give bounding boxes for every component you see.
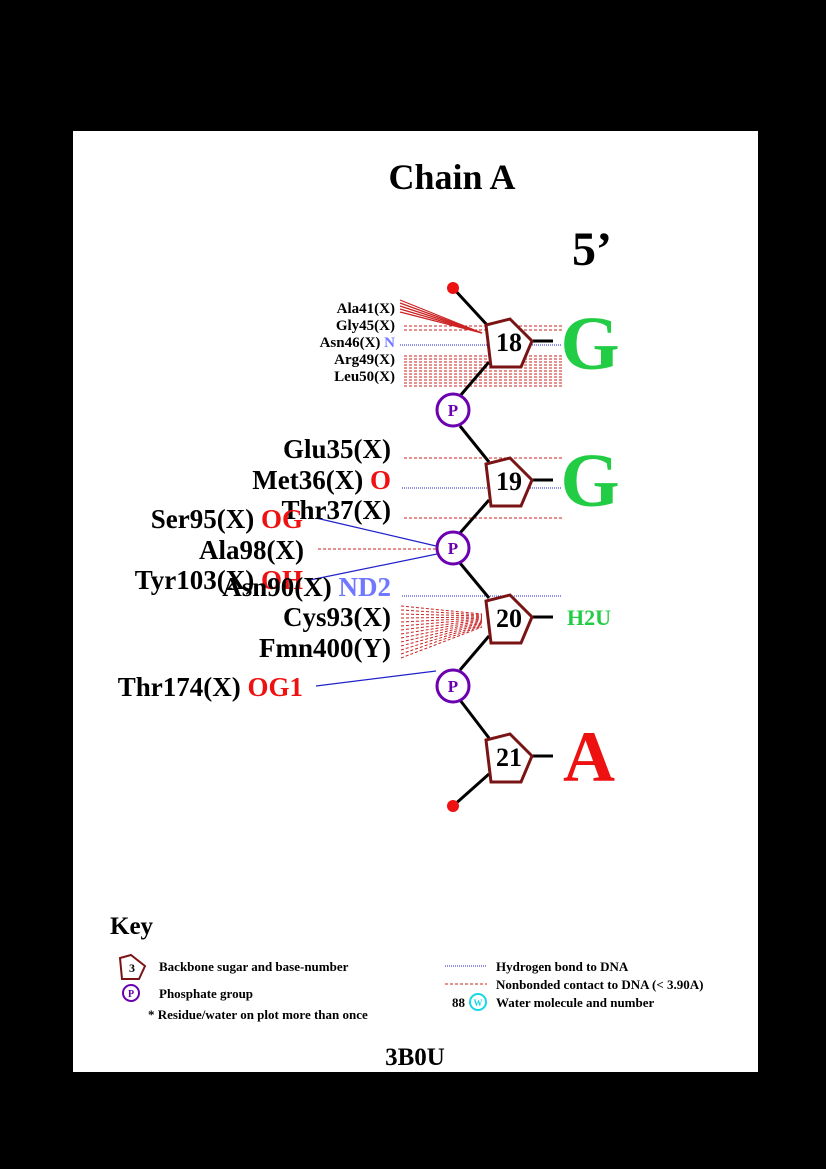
phosphate-symbol: P — [448, 539, 458, 558]
five-prime-label: 5’ — [572, 223, 612, 276]
residue-label-thr37: Thr37(X) — [282, 495, 392, 525]
key-section: Key 3 Backbone sugar and base-number P P… — [110, 913, 703, 1022]
key-phosphate-icon — [122, 984, 140, 1002]
pdb-id: 3B0U — [385, 1044, 445, 1071]
residue-label-thr174: Thr174(X) OG1 — [118, 672, 303, 702]
residue-label-fmn400: Fmn400(Y) — [259, 633, 391, 663]
backbone-sugar-18 — [484, 317, 534, 369]
contact-gly45-lines — [404, 325, 562, 331]
residue-label-ala98: Ala98(X) — [199, 535, 304, 565]
base-number-18: 18 — [496, 328, 522, 357]
base-letter-21: A — [563, 717, 615, 797]
residue-label-met36: Met36(X) O — [252, 465, 391, 495]
nucleotide-21: 21 A — [484, 717, 615, 797]
hbond-thr174 — [315, 670, 437, 687]
backbone-sugar-20 — [484, 593, 534, 645]
base-stubs — [533, 339, 553, 758]
chain-title: Chain A — [388, 157, 515, 197]
backbone — [451, 286, 491, 808]
residue-label-asn46: Asn46(X) N — [320, 335, 396, 351]
base-letter-19: G — [560, 439, 619, 523]
residue-label-arg49: Arg49(X) — [334, 352, 395, 368]
phosphate-18-19: P — [435, 392, 471, 428]
key-phosphate-label: Phosphate group — [159, 986, 253, 1001]
key-phosphate-symbol: P — [128, 989, 134, 1000]
key-sugar-number: 3 — [129, 961, 135, 975]
strand-start-terminus — [447, 282, 459, 294]
key-water-symbol: W — [474, 998, 483, 1008]
base-letter-18: G — [560, 302, 619, 386]
residue-label-tyr103: Tyr103(X) OH — [135, 565, 303, 595]
residue-label-cys93: Cys93(X) — [283, 602, 391, 632]
base-number-21: 21 — [496, 743, 522, 772]
key-water-label: Water molecule and number — [496, 995, 655, 1010]
phosphate-19-20: P — [435, 530, 471, 566]
key-water-number: 88 — [452, 995, 466, 1010]
backbone-sugar-21 — [484, 732, 534, 784]
residue-label-asn90: Asn90(X) ND2 — [222, 572, 391, 602]
key-nonbonded-label: Nonbonded contact to DNA (< 3.90A) — [496, 977, 703, 992]
residue-label-ser95: Ser95(X) OG — [151, 504, 303, 534]
residue-label-ala41: Ala41(X) — [337, 301, 395, 317]
base-label-20: H2U — [567, 605, 611, 630]
white-panel — [73, 131, 758, 1072]
key-hbond-label: Hydrogen bond to DNA — [496, 959, 629, 974]
base-number-20: 20 — [496, 604, 522, 633]
residue-label-gly45: Gly45(X) — [336, 318, 395, 334]
key-heading: Key — [110, 913, 154, 940]
contact-arg49-leu50-lines — [404, 355, 562, 387]
key-sugar-icon — [118, 953, 147, 980]
contact-lines — [309, 299, 562, 687]
contact-cys93-fmn400-fan — [400, 605, 483, 659]
base-number-19: 19 — [496, 467, 522, 496]
phosphate-20-21: P — [435, 668, 471, 704]
key-water-icon — [469, 993, 487, 1011]
strand-end-terminus — [447, 800, 459, 812]
hbond-ser95 — [315, 517, 437, 547]
hbond-tyr103 — [309, 553, 438, 581]
contact-ala41-fan — [399, 299, 483, 334]
residue-label-leu50: Leu50(X) — [334, 369, 395, 385]
key-sugar-label: Backbone sugar and base-number — [159, 959, 349, 974]
residue-label-glu35: Glu35(X) — [283, 434, 391, 464]
phosphate-symbol: P — [448, 677, 458, 696]
backbone-sugar-19 — [484, 456, 534, 508]
nucleotide-20: 20 H2U — [484, 593, 611, 645]
nucleotide-18: 18 G — [484, 302, 620, 386]
key-repeat-note: * Residue/water on plot more than once — [148, 1007, 368, 1022]
nucleotide-19: 19 G — [484, 439, 620, 523]
phosphate-symbol: P — [448, 401, 458, 420]
